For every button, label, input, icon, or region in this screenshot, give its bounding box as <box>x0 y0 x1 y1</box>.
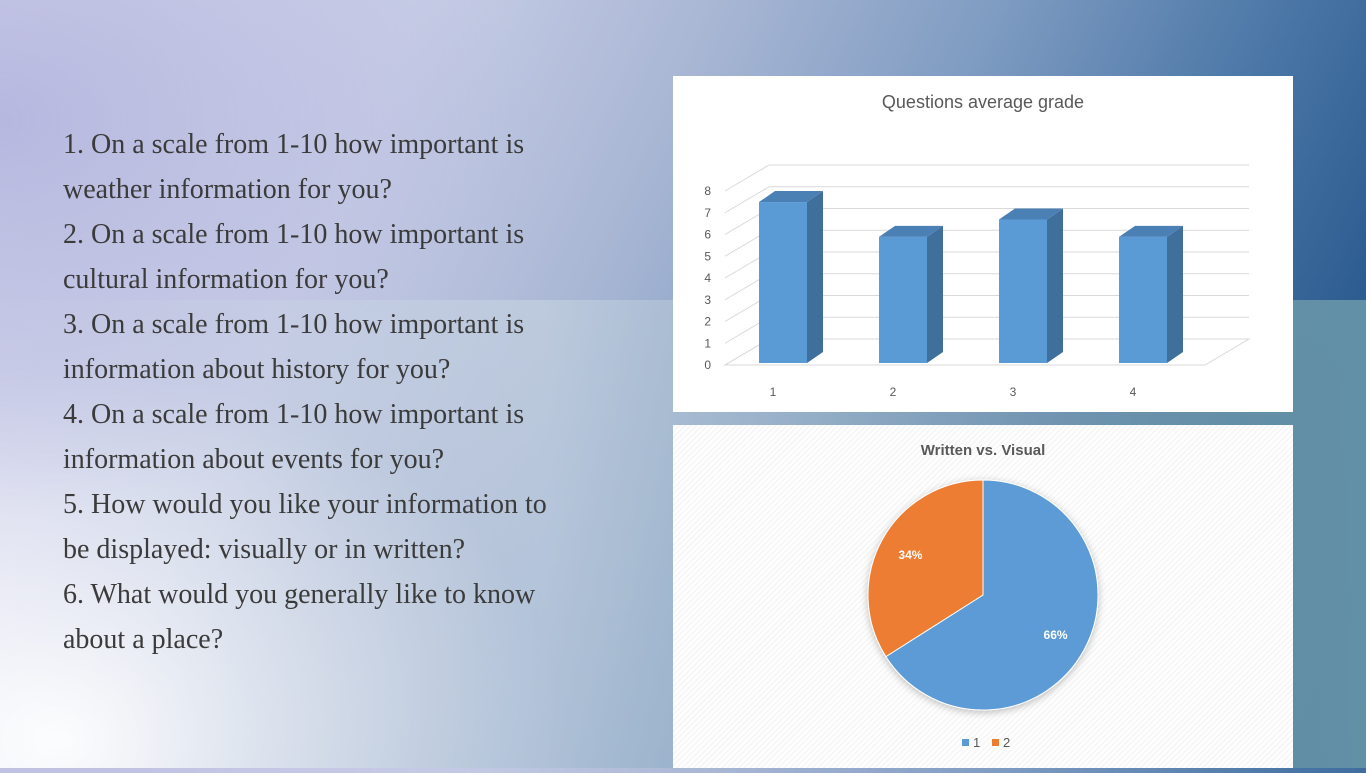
bar-front <box>999 219 1047 363</box>
x-tick-label: 2 <box>890 385 897 399</box>
question-1: 1. On a scale from 1-10 how important is… <box>63 129 525 205</box>
question-5: 5. How would you like your information t… <box>63 489 547 565</box>
pie-data-label: 34% <box>898 548 922 562</box>
pie-slice-2 <box>867 479 984 658</box>
pie-slices <box>867 479 1099 711</box>
bar-front <box>759 202 807 363</box>
bar-top <box>759 191 823 203</box>
gridline-side <box>724 186 770 214</box>
bar-side <box>927 225 943 363</box>
bar-side <box>807 191 823 363</box>
gridline-side <box>724 164 770 192</box>
y-tick-label: 1 <box>704 336 711 350</box>
y-tick-label: 0 <box>704 358 711 372</box>
legend-label: 2 <box>1003 735 1010 750</box>
y-tick-label: 7 <box>704 206 711 220</box>
pie-data-label: 66% <box>1044 628 1068 642</box>
questions-list: 1. On a scale from 1-10 how important is… <box>63 122 623 662</box>
bar-top <box>1119 225 1183 237</box>
question-4: 4. On a scale from 1-10 how important is… <box>63 399 525 475</box>
bar-side <box>1167 225 1183 363</box>
bar-top <box>999 208 1063 220</box>
bar-top <box>879 225 943 237</box>
pie-chart-panel: Written vs. Visual 66% 34% 1 2 <box>673 425 1293 768</box>
legend-swatch <box>992 739 999 746</box>
pie-chart-title: Written vs. Visual <box>921 442 1046 459</box>
x-tick-label: 3 <box>1010 385 1017 399</box>
bar-chart-panel: Questions average grade 0 1 2 3 4 5 6 7 8 1 2 3 4 <box>673 76 1293 412</box>
bar-chart-title: Questions average grade <box>882 92 1084 112</box>
bar-1 <box>759 191 823 363</box>
pie-slice-1 <box>885 479 1099 711</box>
y-tick-label: 2 <box>704 315 711 329</box>
y-tick-label: 3 <box>704 293 711 307</box>
question-2: 2. On a scale from 1-10 how important is… <box>63 219 525 295</box>
bar-4 <box>1119 225 1183 363</box>
bar-chart-plot: 0 1 2 3 4 5 6 7 8 1 2 3 4 <box>704 164 1251 399</box>
bar-front <box>879 236 927 363</box>
pie-chart: Written vs. Visual 66%34%1 2 <box>867 442 1099 750</box>
y-tick-label: 5 <box>704 249 711 263</box>
question-6: 6. What would you generally like to know… <box>63 579 536 655</box>
x-tick-label: 4 <box>1130 385 1137 399</box>
y-tick-label: 4 <box>704 271 711 285</box>
y-tick-label: 8 <box>704 184 711 198</box>
question-3: 3. On a scale from 1-10 how important is… <box>63 309 525 385</box>
bar-side <box>1047 208 1063 363</box>
legend-label: 1 <box>973 735 980 750</box>
bar-chart: Questions average grade 0 1 2 3 4 5 6 7 8 1 2 3 4 <box>704 92 1251 399</box>
y-tick-label: 6 <box>704 228 711 242</box>
bar-front <box>1119 236 1167 363</box>
legend-swatch <box>962 739 969 746</box>
x-tick-label: 1 <box>770 385 777 399</box>
bar-2 <box>879 225 943 363</box>
bar-3 <box>999 208 1063 363</box>
